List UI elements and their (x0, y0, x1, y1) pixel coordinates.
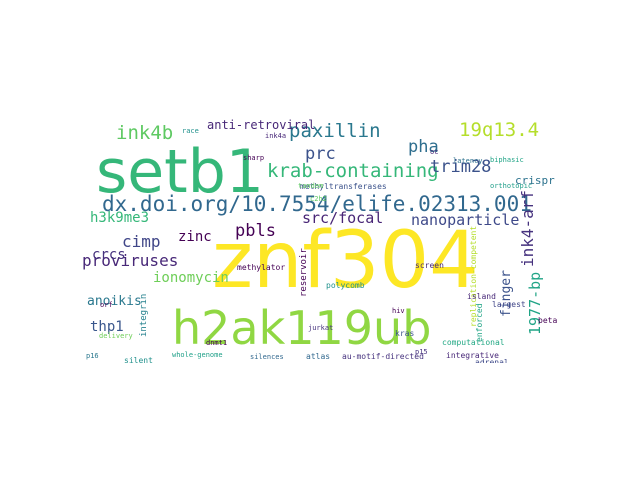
cloud-word: trim28 (430, 157, 492, 177)
cloud-word: h3k9me3 (90, 210, 150, 226)
cloud-word: zinc (178, 229, 212, 245)
word-cloud: znf304 setb1 h2ak119ub dx.doi.org/10.7554/e… (80, 117, 560, 363)
cloud-word: integrin (139, 293, 149, 337)
cloud-word: biphasic (490, 156, 524, 164)
cloud-word: enforced (475, 303, 484, 342)
cloud-word: crcs (92, 247, 126, 263)
cloud-word: src/focal (302, 209, 384, 227)
cloud-word: 19q13.4 (459, 119, 540, 141)
cloud-word: jurkat (308, 324, 334, 332)
cloud-word: h2ak119ub (172, 301, 432, 355)
cloud-word: silences (250, 353, 284, 361)
cloud-word: prc (305, 144, 336, 164)
cloud-word: anti-retroviral (207, 118, 316, 132)
cloud-word: dnmt1 (206, 339, 228, 347)
cloud-word: silent (124, 356, 153, 364)
cloud-word: pbls (235, 221, 276, 241)
cloud-word: screen (415, 261, 444, 270)
cloud-word: race (182, 127, 199, 135)
cloud-word: p16 (86, 352, 99, 360)
cloud-word: latency (453, 157, 483, 165)
cloud-word: polycomb (326, 281, 365, 290)
cloud-word: adrenal (475, 358, 509, 364)
cloud-word: 1977-bp (526, 271, 544, 335)
cloud-word: orf (100, 301, 113, 309)
cloud-word: integrative (446, 351, 499, 360)
cloud-word: beta (538, 316, 558, 325)
cloud-word: methyltransferases (300, 182, 387, 191)
cloud-word: krab-containing (267, 160, 439, 182)
cloud-word: orthotopic (490, 182, 533, 190)
cloud-word: nanoparticle (411, 211, 520, 229)
cloud-word: ink4-arf (518, 189, 537, 267)
cloud-word: paxillin (289, 120, 381, 142)
cloud-word: delivery (99, 332, 133, 340)
cloud-word: cimp (122, 232, 161, 251)
cloud-word: island (467, 292, 496, 301)
cloud-word: au-motif-directed (342, 352, 424, 361)
cloud-word: pha (408, 137, 439, 157)
cloud-word: crispr (515, 174, 555, 187)
cloud-word: kras (395, 329, 415, 338)
cloud-word: oc (430, 148, 439, 156)
cloud-word: largest (492, 300, 526, 309)
cloud-word: p15 (415, 348, 428, 356)
cloud-word: ink4b (116, 122, 174, 144)
cloud-word: proviruses (82, 251, 179, 270)
cloud-word: sharp (243, 154, 265, 162)
cloud-word: thp1 (90, 319, 124, 335)
cloud-word: c2h2 (310, 195, 327, 203)
cloud-word: ionomycin (153, 270, 229, 286)
cloud-word: reservoir (299, 248, 309, 297)
cloud-word: anoikis (87, 294, 142, 309)
cloud-word: computational (442, 338, 505, 347)
cloud-word: dx.doi.org/10.7554/elife.02313.001 (102, 192, 532, 216)
cloud-word: znf304 (212, 216, 479, 306)
cloud-word: setb1 (96, 137, 264, 207)
cloud-word: ink4a (265, 132, 287, 140)
cloud-word: hiv (392, 307, 405, 315)
cloud-word: whole-genome (172, 351, 223, 359)
cloud-word: atlas (306, 352, 331, 361)
cloud-word: finger (499, 270, 514, 317)
cloud-word: tandem (298, 182, 324, 190)
cloud-word: methylator (237, 263, 286, 272)
